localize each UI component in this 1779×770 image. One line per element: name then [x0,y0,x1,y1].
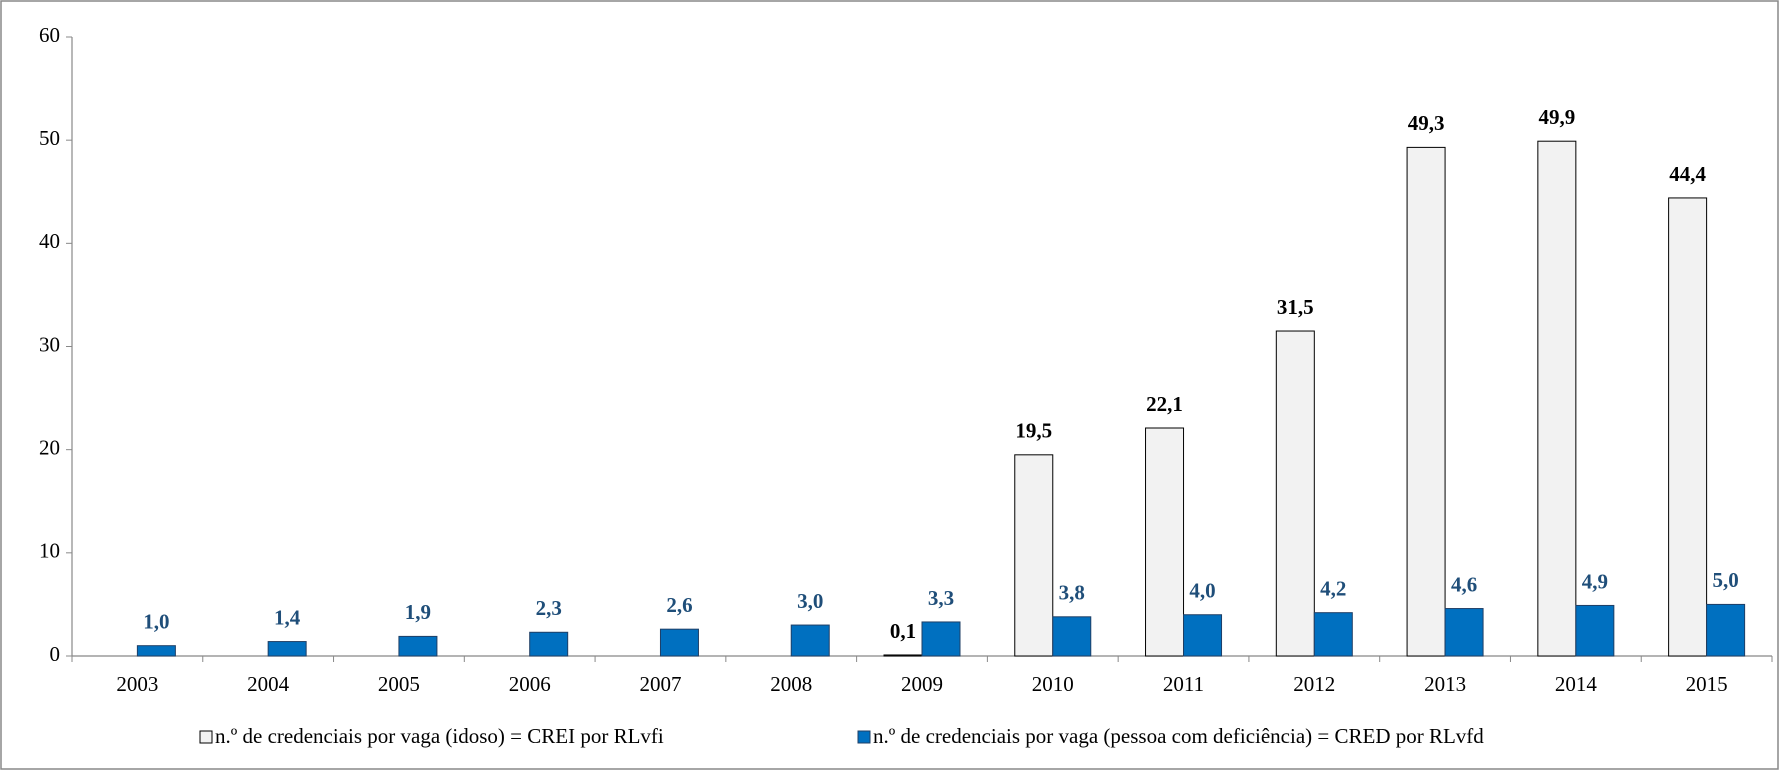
y-tick-label: 30 [39,332,60,356]
x-tick-label: 2013 [1424,672,1466,696]
value-label: 44,4 [1669,162,1706,186]
legend-swatch [199,730,213,744]
bar [1575,604,1615,657]
bar [1706,603,1746,657]
bar [136,645,176,657]
bar [659,628,699,657]
x-tick-label: 2007 [639,672,681,696]
bar [1313,612,1353,657]
x-tick-label: 2004 [247,672,290,696]
legend-label: n.º de credenciais por vaga (idoso) = CR… [215,724,664,748]
bar [1537,140,1577,657]
value-label: 49,3 [1408,111,1445,135]
value-label: 31,5 [1277,295,1314,319]
value-label: 4,6 [1451,572,1477,596]
x-tick-label: 2014 [1555,672,1598,696]
value-label: 2,3 [536,596,562,620]
value-label: 4,9 [1582,569,1608,593]
y-tick-label: 40 [39,229,60,253]
value-label: 1,9 [405,600,431,624]
y-tick-label: 50 [39,126,60,150]
bar [1275,330,1315,657]
value-label: 0,1 [890,619,916,643]
x-tick-label: 2010 [1032,672,1074,696]
y-tick-label: 20 [39,435,60,459]
value-label: 19,5 [1015,419,1052,443]
y-tick-label: 10 [39,539,60,563]
x-tick-label: 2003 [116,672,158,696]
value-label: 1,4 [274,605,301,629]
legend-label: n.º de credenciais por vaga (pessoa com … [873,724,1484,748]
bar [1444,608,1484,657]
value-label: 3,0 [797,589,823,613]
bar [1052,616,1092,657]
y-tick-label: 60 [39,23,60,47]
bar [1014,454,1054,657]
value-label: 4,2 [1320,576,1346,600]
x-tick-label: 2011 [1163,672,1204,696]
x-tick-label: 2012 [1293,672,1335,696]
value-label: 49,9 [1538,105,1575,129]
bar [398,635,438,657]
bar [267,641,307,657]
bar [529,631,569,657]
x-tick-label: 2006 [509,672,551,696]
x-tick-label: 2015 [1686,672,1728,696]
bar [790,624,830,657]
legend-swatch [857,730,871,744]
value-label: 5,0 [1712,568,1738,592]
x-tick-label: 2008 [770,672,812,696]
bar [1145,427,1185,657]
bar [883,654,923,657]
value-label: 4,0 [1189,579,1215,603]
value-label: 3,3 [928,586,954,610]
bar [921,621,961,657]
value-label: 3,8 [1059,581,1085,605]
value-label: 22,1 [1146,392,1183,416]
value-label: 2,6 [666,593,692,617]
bar [1406,146,1446,657]
x-tick-label: 2005 [378,672,420,696]
y-tick-label: 0 [50,642,61,666]
bar [1183,614,1223,657]
x-tick-label: 2009 [901,672,943,696]
value-label: 1,0 [143,609,169,633]
bar [1668,197,1708,657]
